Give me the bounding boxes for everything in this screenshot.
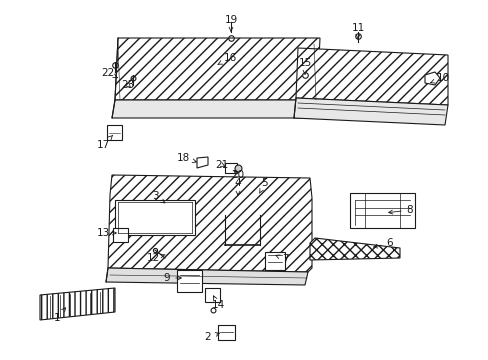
Text: 14: 14 xyxy=(211,296,224,310)
Text: 17: 17 xyxy=(96,135,113,150)
Polygon shape xyxy=(115,38,319,100)
Polygon shape xyxy=(204,288,220,302)
Polygon shape xyxy=(115,200,195,235)
Polygon shape xyxy=(40,288,115,320)
Text: 22: 22 xyxy=(101,68,117,78)
Text: 16: 16 xyxy=(218,53,236,64)
Polygon shape xyxy=(264,252,285,270)
Text: 7: 7 xyxy=(275,254,288,264)
Text: 3: 3 xyxy=(151,191,164,203)
Polygon shape xyxy=(112,100,316,118)
Text: 9: 9 xyxy=(163,273,181,283)
Text: 4: 4 xyxy=(234,178,241,195)
Text: 20: 20 xyxy=(231,170,244,180)
Polygon shape xyxy=(424,72,439,85)
Polygon shape xyxy=(218,325,235,340)
Text: 19: 19 xyxy=(224,15,237,31)
Text: 5: 5 xyxy=(259,178,268,193)
Polygon shape xyxy=(177,270,202,292)
Text: 2: 2 xyxy=(204,332,219,342)
Polygon shape xyxy=(309,238,399,260)
Polygon shape xyxy=(293,98,447,125)
Polygon shape xyxy=(108,175,311,272)
Polygon shape xyxy=(106,268,307,285)
Polygon shape xyxy=(349,193,414,228)
Polygon shape xyxy=(197,157,207,168)
Text: 6: 6 xyxy=(373,238,392,248)
Polygon shape xyxy=(107,125,122,140)
Text: 8: 8 xyxy=(388,205,412,215)
Text: 15: 15 xyxy=(298,58,311,74)
Text: 12: 12 xyxy=(146,253,165,263)
Text: 11: 11 xyxy=(351,23,364,39)
Polygon shape xyxy=(295,48,447,105)
Polygon shape xyxy=(113,228,128,242)
Text: 10: 10 xyxy=(430,73,448,83)
Text: 1: 1 xyxy=(54,308,65,323)
Text: 23: 23 xyxy=(121,80,134,90)
Text: 18: 18 xyxy=(176,153,196,163)
Text: 13: 13 xyxy=(96,228,116,238)
Text: 21: 21 xyxy=(215,160,228,170)
Polygon shape xyxy=(224,163,237,173)
